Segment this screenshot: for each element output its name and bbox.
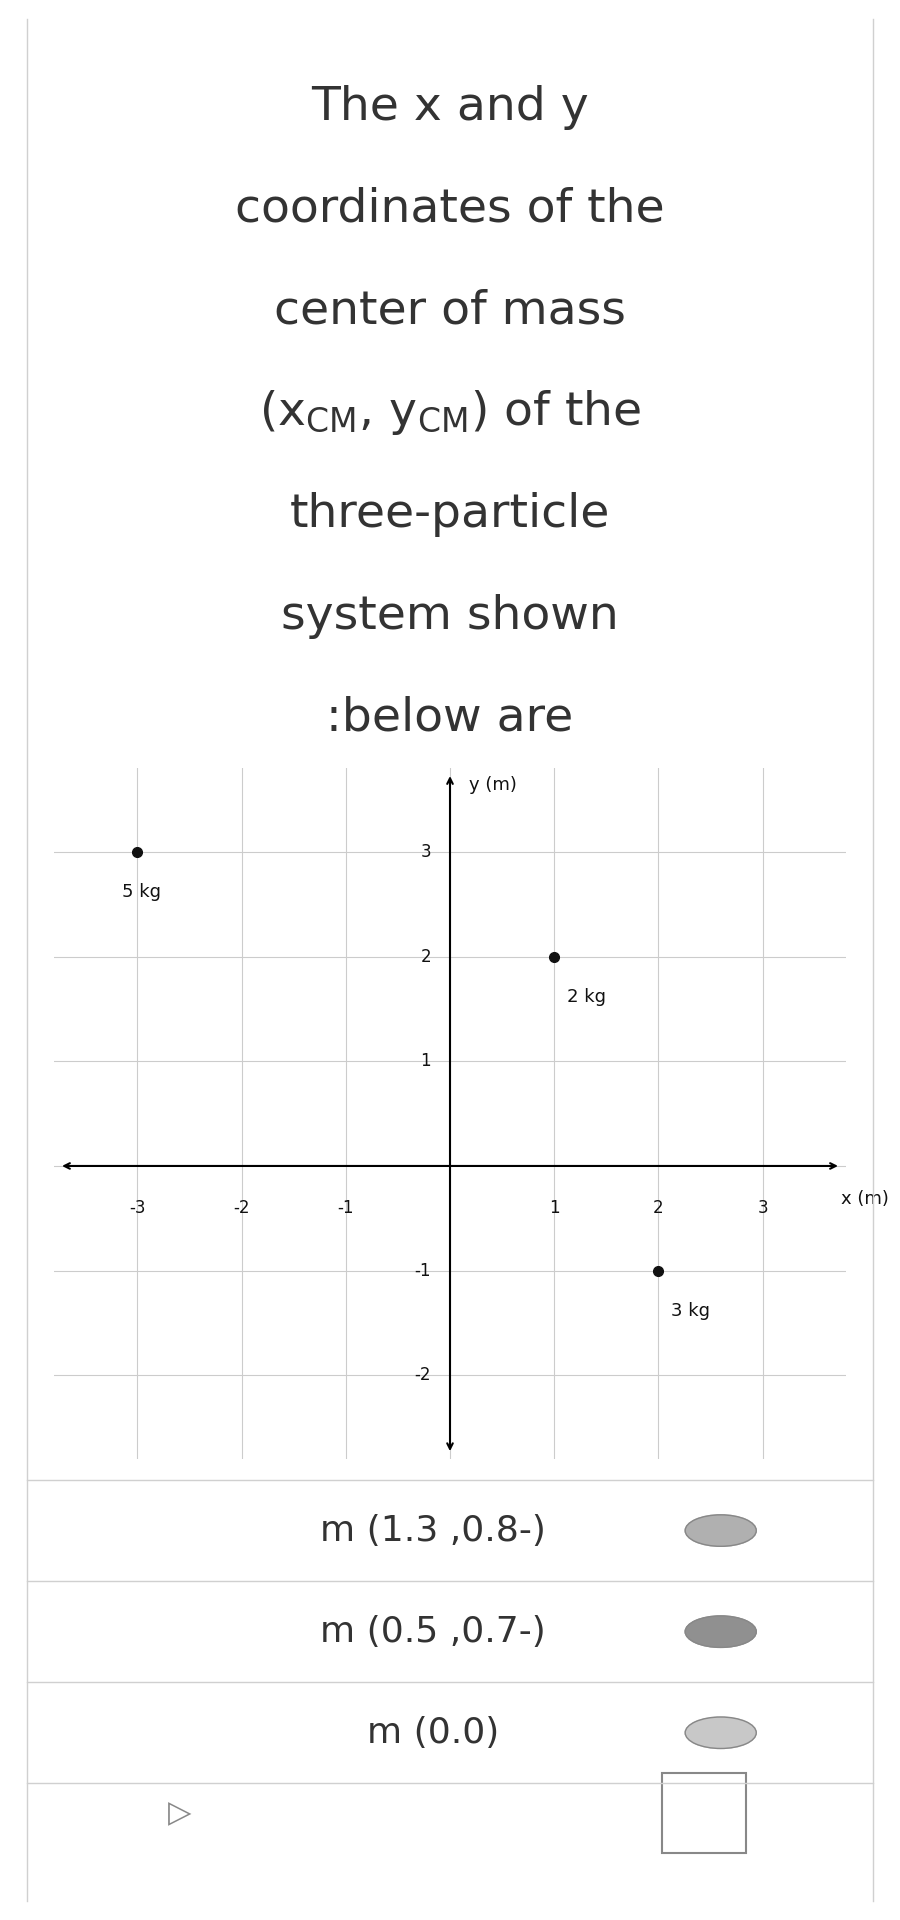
Text: :below are: :below are [327, 695, 573, 741]
Text: m (0.0): m (0.0) [367, 1716, 500, 1749]
Text: center of mass: center of mass [274, 288, 626, 334]
Text: 2 kg: 2 kg [567, 989, 606, 1006]
Circle shape [685, 1515, 756, 1546]
Text: 1: 1 [420, 1052, 431, 1069]
Text: 1: 1 [549, 1200, 560, 1217]
Text: -2: -2 [233, 1200, 250, 1217]
Text: system shown: system shown [281, 593, 619, 639]
Text: The x and y: The x and y [311, 84, 589, 131]
Text: x (m): x (m) [841, 1190, 888, 1208]
Text: m (1.3 ,0.8-): m (1.3 ,0.8-) [320, 1513, 546, 1548]
Text: (x$_\mathregular{CM}$, y$_\mathregular{CM}$) of the: (x$_\mathregular{CM}$, y$_\mathregular{C… [259, 388, 641, 438]
Text: 3: 3 [420, 843, 431, 860]
Text: y (m): y (m) [469, 776, 517, 795]
Text: -1: -1 [338, 1200, 354, 1217]
Circle shape [685, 1716, 756, 1749]
Text: 2: 2 [653, 1200, 663, 1217]
Text: m (0.5 ,0.7-): m (0.5 ,0.7-) [320, 1615, 546, 1649]
Text: -3: -3 [129, 1200, 146, 1217]
Text: 3: 3 [757, 1200, 768, 1217]
Text: -2: -2 [415, 1367, 431, 1384]
Text: three-particle: three-particle [290, 492, 610, 538]
Text: coordinates of the: coordinates of the [235, 186, 665, 232]
Text: 5 kg: 5 kg [122, 883, 161, 900]
Circle shape [403, 1793, 497, 1834]
Text: -1: -1 [415, 1261, 431, 1281]
Text: 3 kg: 3 kg [670, 1302, 710, 1321]
FancyBboxPatch shape [662, 1774, 746, 1853]
Circle shape [685, 1617, 756, 1647]
Text: 2: 2 [420, 947, 431, 966]
Text: ▷: ▷ [167, 1799, 191, 1828]
